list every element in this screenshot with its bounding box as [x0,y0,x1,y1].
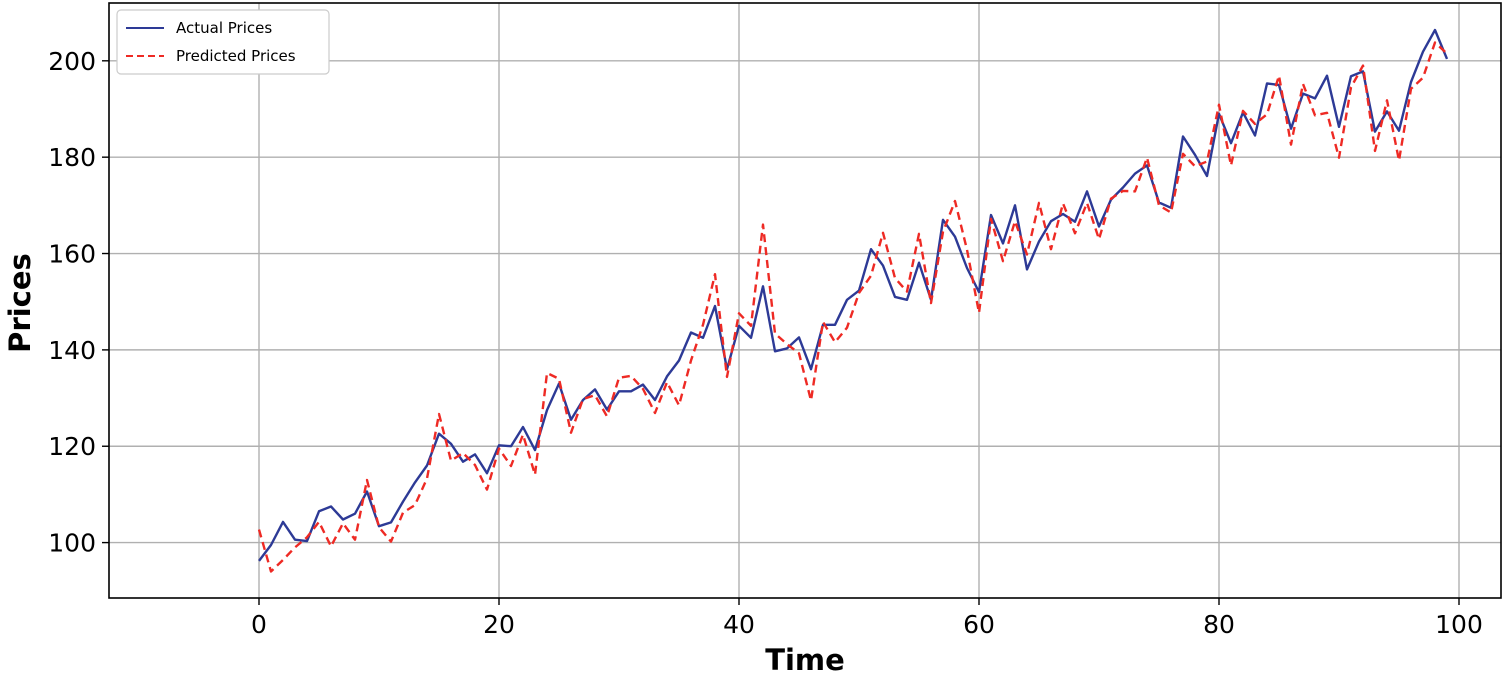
y-tick-label: 120 [48,432,96,461]
x-tick-label: 60 [963,610,995,639]
x-tick-label: 0 [251,610,267,639]
x-tick-label: 40 [723,610,755,639]
y-tick-label: 160 [48,240,96,269]
y-axis-ticks: 100 120 140 160 180 200 [48,47,109,558]
y-tick-label: 180 [48,143,96,172]
y-axis-title: Prices [3,253,37,353]
series-layer [257,28,1449,573]
y-tick-label: 100 [48,529,96,558]
actual-prices-line [258,28,1449,562]
x-tick-label: 80 [1203,610,1235,639]
y-tick-label: 140 [48,336,96,365]
x-tick-label: 100 [1435,610,1483,639]
plot-frame [108,2,1502,599]
x-gridlines [258,3,1460,598]
legend-frame [116,9,330,75]
predicted-prices-line [257,41,1448,573]
y-tick-label: 200 [48,47,96,76]
y-gridlines [109,60,1501,544]
legend: Actual Prices Predicted Prices [116,9,330,75]
x-axis-ticks: 0 20 40 60 80 100 [251,598,1483,639]
legend-label-actual: Actual Prices [176,19,272,37]
x-axis-title: Time [765,643,845,676]
x-tick-label: 20 [483,610,515,639]
legend-label-predicted: Predicted Prices [176,47,296,65]
